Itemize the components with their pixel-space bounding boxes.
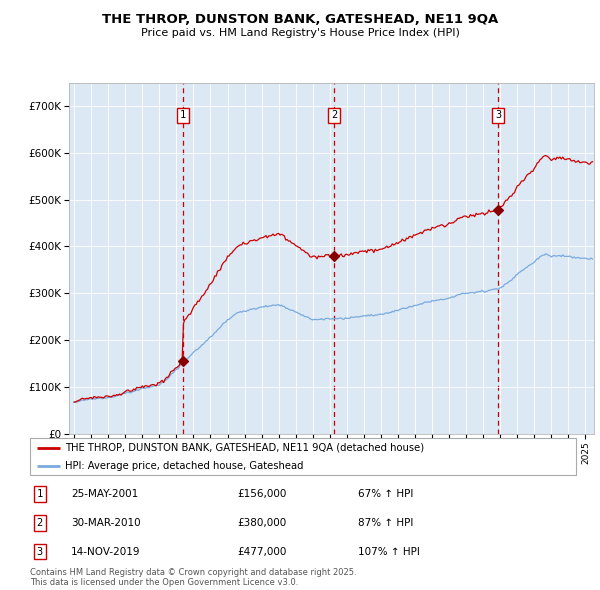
Text: £477,000: £477,000 bbox=[238, 546, 287, 556]
Text: Contains HM Land Registry data © Crown copyright and database right 2025.
This d: Contains HM Land Registry data © Crown c… bbox=[30, 568, 356, 587]
Point bbox=[329, 251, 338, 261]
Text: Price paid vs. HM Land Registry's House Price Index (HPI): Price paid vs. HM Land Registry's House … bbox=[140, 28, 460, 38]
Text: 25-MAY-2001: 25-MAY-2001 bbox=[71, 489, 138, 499]
Text: 30-MAR-2010: 30-MAR-2010 bbox=[71, 518, 140, 527]
Text: 3: 3 bbox=[495, 110, 501, 120]
Text: 67% ↑ HPI: 67% ↑ HPI bbox=[358, 489, 413, 499]
Text: THE THROP, DUNSTON BANK, GATESHEAD, NE11 9QA (detached house): THE THROP, DUNSTON BANK, GATESHEAD, NE11… bbox=[65, 442, 425, 453]
Point bbox=[178, 356, 188, 365]
Text: 87% ↑ HPI: 87% ↑ HPI bbox=[358, 518, 413, 527]
Text: 1: 1 bbox=[37, 489, 43, 499]
Text: 2: 2 bbox=[331, 110, 337, 120]
Text: £156,000: £156,000 bbox=[238, 489, 287, 499]
Point bbox=[493, 206, 503, 215]
FancyBboxPatch shape bbox=[30, 438, 576, 475]
Text: 2: 2 bbox=[37, 518, 43, 527]
Text: 14-NOV-2019: 14-NOV-2019 bbox=[71, 546, 140, 556]
Text: 1: 1 bbox=[180, 110, 186, 120]
Text: HPI: Average price, detached house, Gateshead: HPI: Average price, detached house, Gate… bbox=[65, 461, 304, 471]
Text: THE THROP, DUNSTON BANK, GATESHEAD, NE11 9QA: THE THROP, DUNSTON BANK, GATESHEAD, NE11… bbox=[102, 13, 498, 26]
Text: 107% ↑ HPI: 107% ↑ HPI bbox=[358, 546, 419, 556]
Text: £380,000: £380,000 bbox=[238, 518, 287, 527]
Text: 3: 3 bbox=[37, 546, 43, 556]
